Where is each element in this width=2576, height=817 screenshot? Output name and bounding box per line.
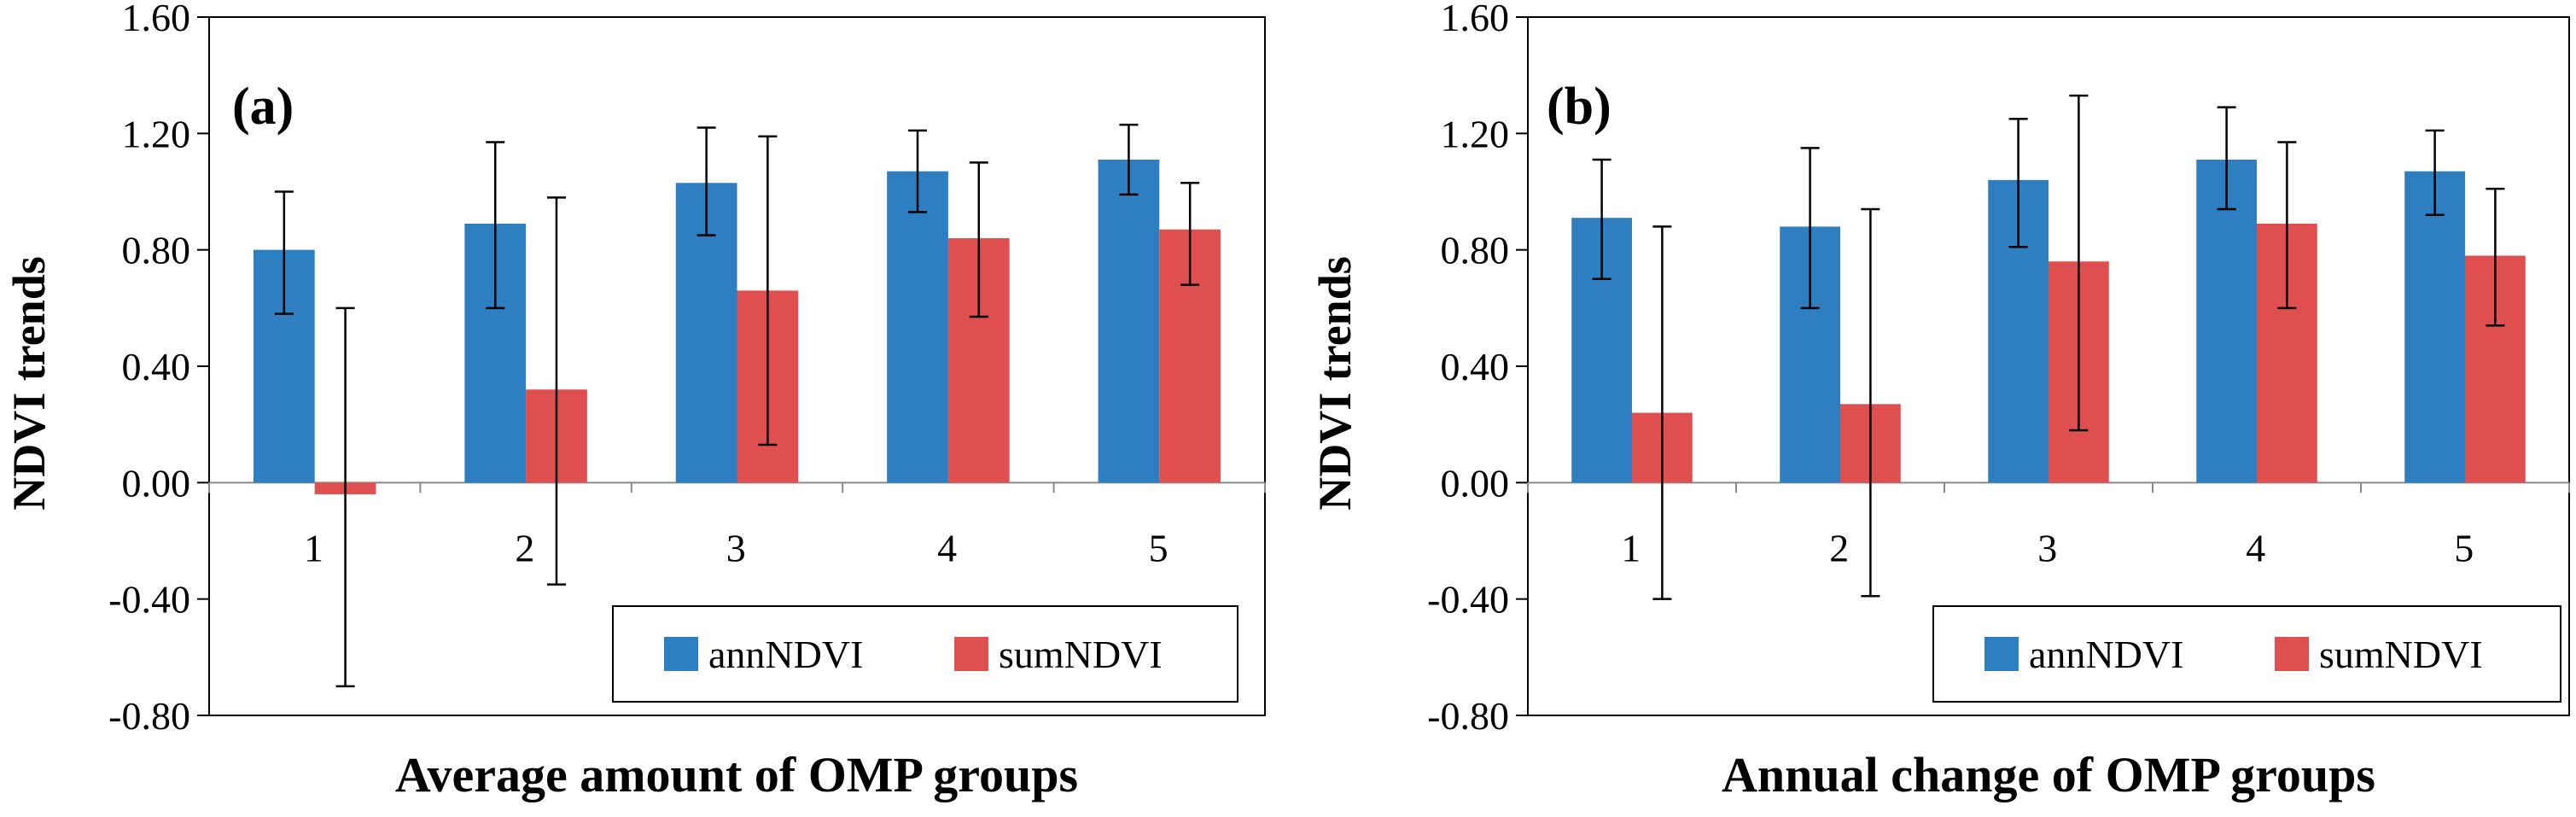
x-tick-label: 3 <box>2037 526 2057 569</box>
x-tick-label: 2 <box>1829 526 1849 569</box>
bar-annNDVI-4 <box>2196 160 2257 483</box>
y-axis-label: NDVI trends <box>1309 256 1361 511</box>
chart-panel-a: 1.60 1.20 0.80 0.40 0.00 -0.40 -0.80 1 2 3 4 5 (a) an… <box>3 0 1266 802</box>
y-tick-label: 0.00 <box>122 461 191 505</box>
y-tick-label: 1.60 <box>122 0 191 39</box>
panel-label: (a) <box>232 78 294 136</box>
y-tick-label: 1.20 <box>1441 112 1510 155</box>
bar-annNDVI-4 <box>887 171 948 483</box>
x-tick-label: 1 <box>304 526 323 569</box>
x-tick-label: 5 <box>1149 526 1169 569</box>
legend-label-annNDVI: annNDVI <box>2029 633 2183 676</box>
chart-panel-b: 1.60 1.20 0.80 0.40 0.00 -0.40 -0.80 1 2 3 4 5 (b) an… <box>1309 0 2570 802</box>
legend-frame <box>1932 605 2561 703</box>
x-axis-label: Average amount of OMP groups <box>395 747 1078 802</box>
y-tick-label: -0.80 <box>1427 694 1509 738</box>
bar-annNDVI-5 <box>2404 171 2465 483</box>
y-tick-label: 0.80 <box>1441 229 1510 272</box>
x-tick-label: 2 <box>515 526 534 569</box>
y-axis-label: NDVI trends <box>3 256 55 511</box>
y-tick-label: 0.40 <box>1441 345 1510 388</box>
y-tick-label: 0.40 <box>122 345 191 388</box>
legend-label-annNDVI: annNDVI <box>708 633 863 676</box>
x-tick-label: 3 <box>726 526 746 569</box>
y-tick-label: -0.80 <box>108 694 190 738</box>
x-tick-label: 5 <box>2454 526 2474 569</box>
y-tick-label: -0.40 <box>108 578 190 622</box>
legend-label-sumNDVI: sumNDVI <box>999 633 1163 676</box>
panel-label: (b) <box>1547 78 1611 136</box>
x-axis-label: Annual change of OMP groups <box>1722 747 2375 802</box>
legend-swatch-annNDVI <box>664 637 698 671</box>
y-tick-label: 0.00 <box>1441 461 1510 505</box>
legend-label-sumNDVI: sumNDVI <box>2319 633 2483 676</box>
y-tick-label: 0.80 <box>122 229 191 272</box>
legend-frame <box>612 605 1238 703</box>
y-tick-label: 1.20 <box>122 112 191 155</box>
x-tick-label: 1 <box>1621 526 1641 569</box>
legend-swatch-sumNDVI <box>2275 637 2309 671</box>
y-tick-label: 1.60 <box>1441 0 1510 39</box>
legend: annNDVI sumNDVI <box>1932 605 2561 703</box>
y-tick-label: -0.40 <box>1427 578 1509 622</box>
legend-swatch-annNDVI <box>1984 637 2019 671</box>
legend-swatch-sumNDVI <box>954 637 988 671</box>
legend: annNDVI sumNDVI <box>612 605 1238 703</box>
x-tick-label: 4 <box>2246 526 2265 569</box>
x-tick-label: 4 <box>937 526 957 569</box>
bar-annNDVI-5 <box>1098 160 1160 483</box>
